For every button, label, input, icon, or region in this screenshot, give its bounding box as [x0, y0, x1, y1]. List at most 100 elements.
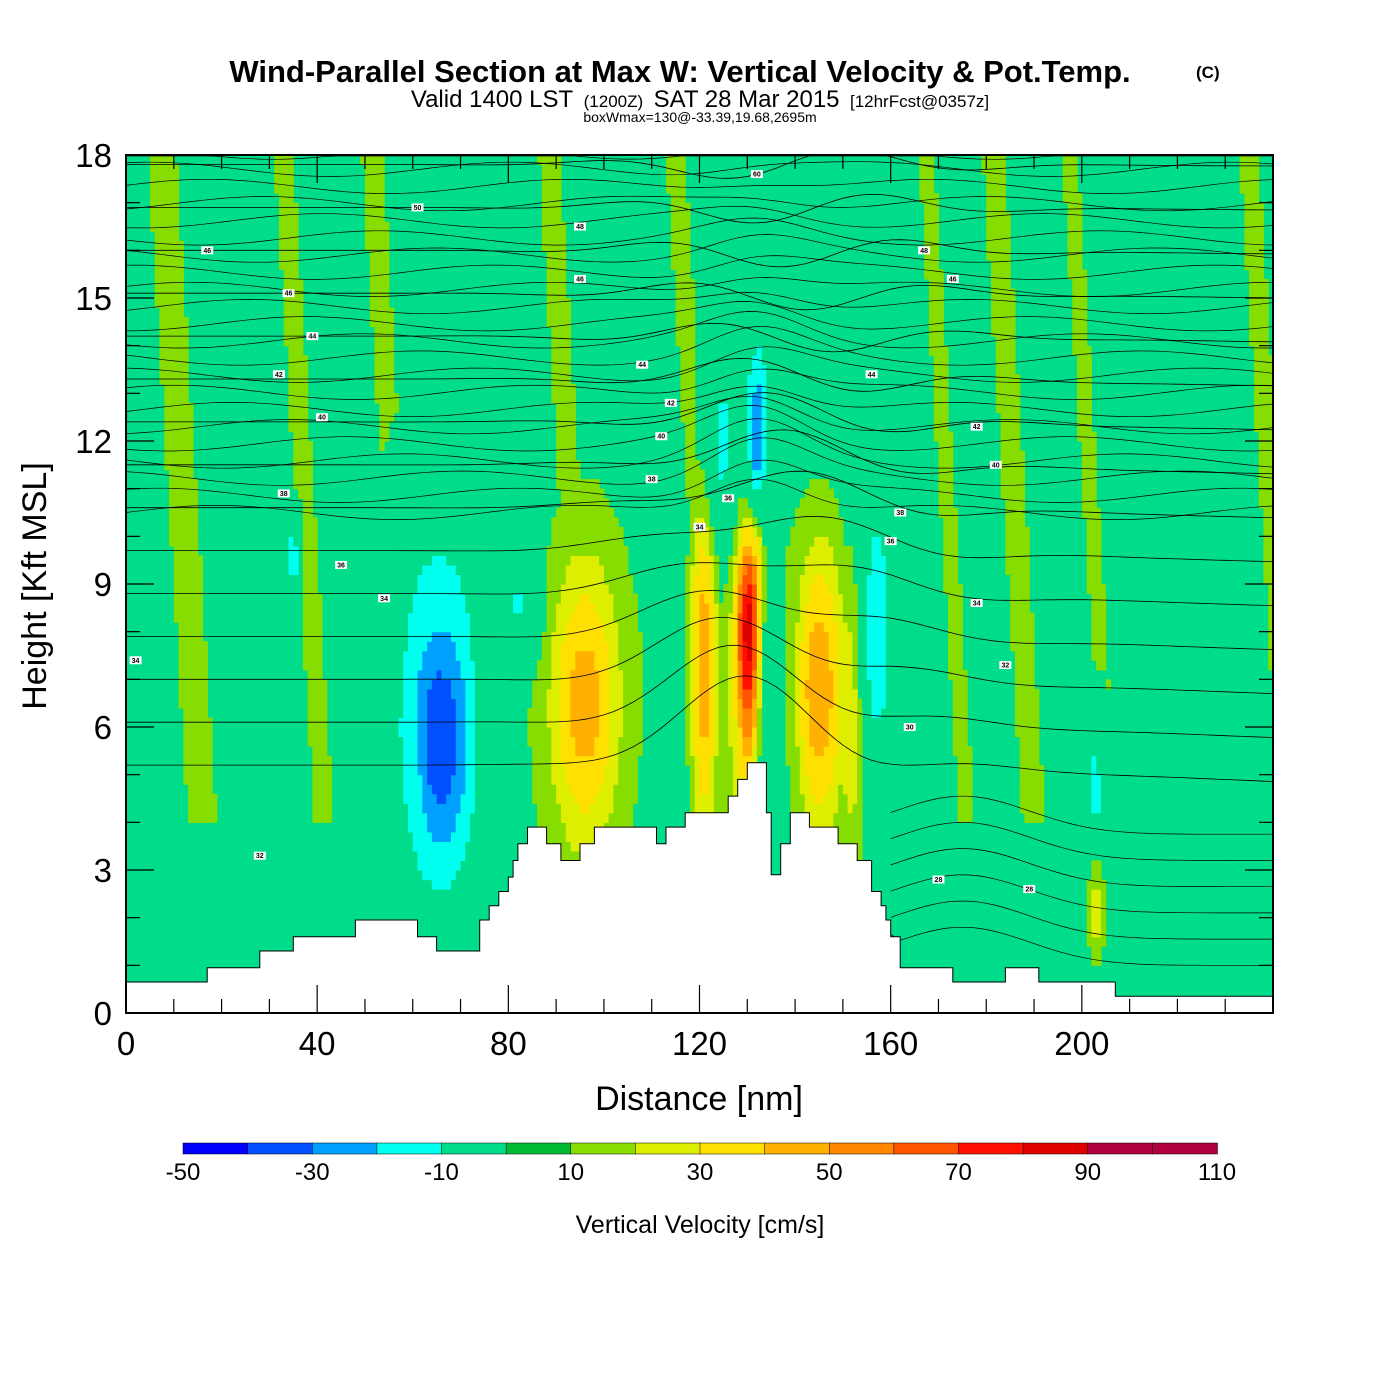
- velocity-cell: [231, 231, 237, 242]
- velocity-cell: [384, 650, 390, 661]
- velocity-cell: [226, 507, 232, 518]
- velocity-cell: [207, 278, 213, 290]
- velocity-cell: [317, 231, 323, 242]
- velocity-cell: [250, 660, 256, 671]
- velocity-cell: [302, 393, 309, 404]
- velocity-cell: [126, 707, 132, 719]
- velocity-cell: [417, 850, 423, 862]
- velocity-cell: [145, 850, 151, 862]
- velocity-cell: [312, 784, 318, 795]
- velocity-cell: [345, 793, 352, 804]
- velocity-cell: [369, 850, 376, 862]
- velocity-cell: [369, 831, 376, 842]
- velocity-cell: [255, 660, 261, 671]
- velocity-cell: [312, 164, 318, 175]
- velocity-cell: [364, 564, 371, 576]
- velocity-cell: [245, 259, 251, 270]
- velocity-cell: [140, 488, 146, 499]
- velocity-cell: [321, 431, 328, 442]
- velocity-cell: [384, 831, 390, 842]
- velocity-cell: [355, 898, 361, 909]
- velocity-cell: [298, 727, 304, 738]
- velocity-cell: [336, 231, 342, 242]
- velocity-cell: [135, 860, 141, 871]
- velocity-cell: [173, 603, 180, 614]
- velocity-cell: [341, 259, 347, 270]
- velocity-cell: [403, 336, 409, 347]
- velocity-cell: [149, 555, 156, 566]
- velocity-cell: [293, 383, 299, 394]
- velocity-cell: [278, 441, 285, 452]
- velocity-cell: [159, 183, 165, 194]
- velocity-cell: [188, 803, 194, 814]
- velocity-cell: [393, 822, 400, 833]
- velocity-cell: [130, 870, 137, 881]
- velocity-cell: [169, 488, 175, 499]
- velocity-cell: [398, 345, 404, 356]
- velocity-cell: [302, 803, 309, 814]
- velocity-cell: [240, 593, 247, 604]
- velocity-cell: [169, 469, 175, 480]
- velocity-cell: [149, 755, 156, 766]
- velocity-cell: [274, 927, 280, 938]
- velocity-cell: [312, 850, 318, 862]
- velocity-cell: [259, 441, 266, 452]
- velocity-cell: [169, 517, 175, 528]
- velocity-cell: [226, 326, 232, 337]
- velocity-cell: [355, 870, 361, 881]
- velocity-cell: [331, 622, 337, 633]
- velocity-cell: [326, 355, 333, 366]
- velocity-cell: [331, 707, 337, 719]
- velocity-cell: [341, 469, 347, 480]
- velocity-cell: [278, 431, 285, 442]
- velocity-cell: [250, 231, 256, 242]
- velocity-cell: [283, 231, 290, 242]
- velocity-cell: [278, 679, 285, 690]
- velocity-cell: [384, 803, 390, 814]
- velocity-cell: [341, 164, 347, 175]
- velocity-cell: [255, 746, 261, 757]
- velocity-cell: [212, 955, 218, 966]
- velocity-cell: [140, 355, 146, 366]
- velocity-cell: [331, 193, 337, 204]
- velocity-cell: [317, 612, 323, 623]
- velocity-cell: [183, 593, 189, 604]
- velocity-cell: [216, 831, 223, 842]
- velocity-cell: [412, 326, 419, 337]
- velocity-cell: [364, 174, 371, 185]
- velocity-cell: [393, 803, 400, 814]
- velocity-cell: [412, 736, 419, 747]
- velocity-cell: [374, 793, 380, 804]
- velocity-cell: [326, 593, 333, 604]
- velocity-cell: [164, 345, 170, 356]
- velocity-cell: [302, 174, 309, 185]
- velocity-cell: [188, 908, 194, 919]
- velocity-cell: [364, 488, 371, 499]
- velocity-cell: [274, 831, 280, 842]
- velocity-cell: [350, 231, 356, 242]
- velocity-cell: [250, 936, 256, 947]
- velocity-cell: [192, 536, 199, 547]
- velocity-cell: [269, 669, 275, 680]
- velocity-cell: [259, 593, 266, 604]
- velocity-cell: [126, 803, 132, 814]
- velocity-cell: [264, 364, 270, 375]
- velocity-cell: [135, 412, 141, 423]
- velocity-cell: [412, 727, 419, 738]
- velocity-cell: [140, 746, 146, 757]
- velocity-cell: [388, 660, 395, 671]
- velocity-cell: [407, 355, 414, 366]
- velocity-cell: [164, 603, 170, 614]
- velocity-cell: [293, 879, 299, 890]
- velocity-cell: [259, 393, 266, 404]
- velocity-cell: [212, 307, 218, 318]
- velocity-cell: [407, 488, 414, 499]
- velocity-cell: [336, 822, 342, 833]
- velocity-cell: [412, 564, 419, 576]
- velocity-cell: [135, 679, 141, 690]
- velocity-cell: [341, 584, 347, 595]
- velocity-cell: [336, 250, 342, 261]
- velocity-cell: [255, 507, 261, 518]
- velocity-cell: [331, 669, 337, 680]
- velocity-cell: [298, 441, 304, 452]
